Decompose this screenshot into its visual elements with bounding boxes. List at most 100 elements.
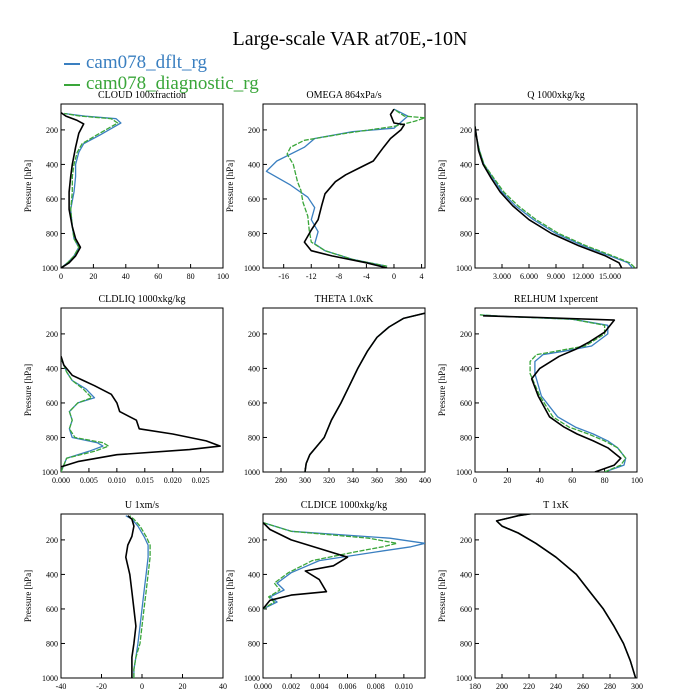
y-axis-label: Pressure [hPa] — [225, 160, 235, 212]
legend-label-dflt: cam078_dflt_rg — [86, 52, 208, 73]
x-tick-label: 20 — [503, 476, 511, 485]
x-tick-label: 320 — [323, 476, 335, 485]
y-tick-label: 800 — [46, 433, 58, 442]
y-tick-label: 200 — [46, 536, 58, 545]
y-axis-label: Pressure [hPa] — [437, 160, 447, 212]
series-line-dflt — [495, 514, 637, 678]
series-line-diagnostic — [286, 108, 425, 267]
y-tick-label: 600 — [248, 195, 260, 204]
x-tick-label: 260 — [577, 682, 589, 691]
plot-frame — [474, 513, 638, 679]
series-line-reference — [125, 515, 137, 678]
y-tick-label: 1000 — [456, 468, 472, 477]
x-tick-label: 60 — [568, 476, 576, 485]
x-tick-label: 0.005 — [80, 476, 98, 485]
figure-title: Large-scale VAR at70E,-10N — [232, 28, 468, 50]
y-tick-label: 800 — [46, 639, 58, 648]
y-tick-label: 1000 — [244, 264, 260, 273]
y-axis-label: Pressure [hPa] — [437, 570, 447, 622]
x-tick-label: 220 — [523, 682, 535, 691]
x-tick-label: 0.010 — [395, 682, 413, 691]
y-tick-label: 400 — [46, 160, 58, 169]
x-tick-label: 0.025 — [192, 476, 210, 485]
legend-entry-dflt: cam078_dflt_rg — [64, 52, 207, 74]
y-tick-label: 200 — [46, 330, 58, 339]
y-tick-label: 400 — [248, 364, 260, 373]
chart-panel-1: OMEGA 864xPa/s 200 400 600 800 1000 -16 -12 -8 -4… — [225, 90, 426, 281]
x-tick-label: 0 — [392, 272, 396, 281]
y-tick-label: 1000 — [456, 264, 472, 273]
x-tick-label: 80 — [187, 272, 195, 281]
y-tick-label: 600 — [46, 399, 58, 408]
y-tick-label: 800 — [46, 229, 58, 238]
y-tick-label: 600 — [248, 399, 260, 408]
panel-title: T 1xK — [543, 500, 569, 511]
x-tick-label: 340 — [347, 476, 359, 485]
chart-panel-2: Q 1000xkg/kg 200 400 600 800 1000 3.000 6.000 9.… — [437, 90, 638, 281]
x-tick-label: 9.000 — [547, 272, 565, 281]
x-tick-label: 280 — [275, 476, 287, 485]
x-tick-label: 360 — [371, 476, 383, 485]
y-tick-label: 200 — [248, 330, 260, 339]
series-line-reference — [303, 108, 406, 268]
series-line-dflt — [479, 314, 627, 472]
y-tick-label: 800 — [460, 639, 472, 648]
x-tick-label: -20 — [96, 682, 107, 691]
y-tick-label: 1000 — [42, 674, 58, 683]
y-tick-label: 800 — [248, 639, 260, 648]
panel-title: RELHUM 1xpercent — [514, 294, 598, 305]
x-tick-label: 20 — [179, 682, 187, 691]
y-axis-label: Pressure [hPa] — [225, 570, 235, 622]
x-tick-label: 400 — [419, 476, 431, 485]
chart-panel-4: THETA 1.0xK 200 400 600 800 1000 280 300 320 340 3… — [244, 294, 431, 485]
x-tick-label: 180 — [469, 682, 481, 691]
y-tick-label: 200 — [460, 536, 472, 545]
plot-frame — [262, 103, 426, 269]
legend-label-diagnostic: cam078_diagnostic_rg — [86, 73, 259, 94]
panel-title: CLOUD 100xfraction — [98, 90, 186, 101]
series-line-dflt — [304, 312, 425, 472]
y-tick-label: 800 — [248, 433, 260, 442]
x-tick-label: -40 — [56, 682, 67, 691]
series-line-reference — [304, 312, 425, 472]
y-tick-label: 600 — [460, 195, 472, 204]
y-tick-label: 200 — [248, 126, 260, 135]
panel-title: Q 1000xkg/kg — [527, 90, 585, 101]
x-tick-label: 0.008 — [367, 682, 385, 691]
y-axis-label: Pressure [hPa] — [23, 570, 33, 622]
y-tick-label: 200 — [460, 126, 472, 135]
series-line-diagnostic — [61, 357, 110, 472]
y-tick-label: 600 — [46, 195, 58, 204]
x-tick-label: 0.004 — [310, 682, 328, 691]
panel-title: CLDICE 1000xkg/kg — [301, 500, 387, 511]
plot-frame — [474, 307, 638, 473]
y-tick-label: 1000 — [456, 674, 472, 683]
panel-title: CLDLIQ 1000xkg/kg — [99, 294, 186, 305]
y-tick-label: 600 — [248, 605, 260, 614]
series-line-dflt — [125, 515, 149, 678]
series-line-diagnostic — [475, 126, 636, 268]
x-tick-label: 40 — [536, 476, 544, 485]
x-tick-label: 6.000 — [520, 272, 538, 281]
x-tick-label: 100 — [217, 272, 229, 281]
x-tick-label: 0.000 — [254, 682, 272, 691]
y-tick-label: 200 — [460, 330, 472, 339]
x-tick-label: 300 — [631, 682, 643, 691]
x-tick-label: 0.006 — [339, 682, 357, 691]
series-line-dflt — [475, 126, 633, 268]
x-tick-label: 0 — [140, 682, 144, 691]
y-tick-label: 1000 — [244, 468, 260, 477]
series-line-dflt — [263, 521, 425, 610]
x-tick-label: -4 — [363, 272, 370, 281]
y-tick-label: 800 — [460, 433, 472, 442]
series-line-dflt — [265, 108, 409, 267]
x-tick-label: -16 — [278, 272, 289, 281]
plot-frame — [60, 103, 224, 269]
x-tick-label: -8 — [335, 272, 342, 281]
series-line-reference — [61, 111, 85, 268]
y-tick-label: 400 — [248, 570, 260, 579]
y-tick-label: 400 — [248, 160, 260, 169]
